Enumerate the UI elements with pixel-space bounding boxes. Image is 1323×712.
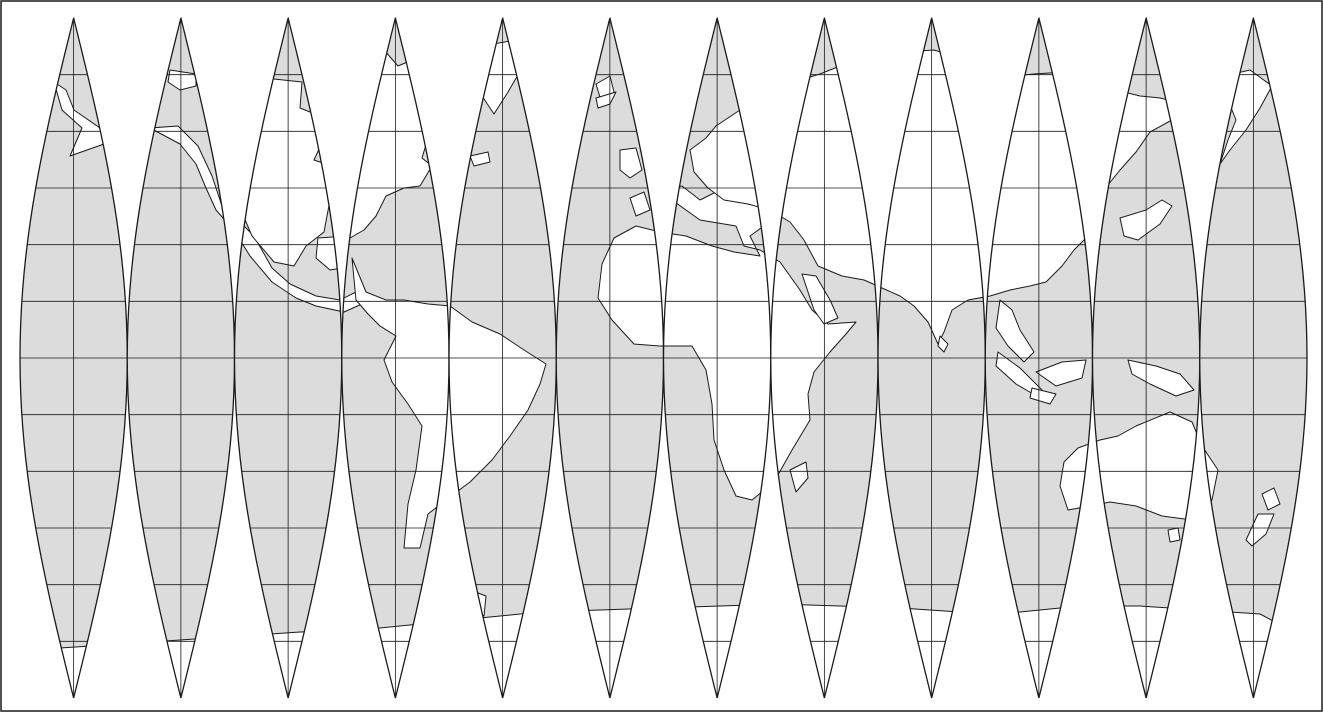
gore-outline [1199, 17, 1308, 699]
land-mass [663, 185, 771, 501]
land-mass [770, 603, 878, 698]
gore-outline [770, 17, 879, 699]
gore-outline [555, 17, 665, 699]
land-mass [629, 191, 651, 217]
gore-outline [341, 17, 450, 699]
land-mass [995, 299, 1035, 363]
land-mass [937, 335, 949, 353]
gore-outline [1091, 17, 1201, 699]
land-mass [1035, 359, 1087, 387]
land-mass [878, 49, 986, 345]
land-mass [985, 49, 1093, 345]
gore-outline [233, 17, 343, 699]
gore-outline [126, 17, 236, 699]
land-mass [1167, 527, 1181, 543]
land-mass [351, 257, 449, 549]
land-mass [789, 461, 809, 493]
gore-outline [984, 17, 1094, 699]
land-mass [801, 273, 839, 325]
land-mass [1127, 359, 1195, 397]
land-mass [770, 185, 857, 501]
gore-outline [448, 17, 557, 699]
gore-outline [19, 17, 128, 699]
land-mass [469, 151, 491, 167]
gore-outline [877, 17, 986, 699]
land-mass [1261, 487, 1281, 511]
land-mass [1029, 387, 1057, 405]
land-mass [619, 147, 643, 179]
land-mass [1059, 411, 1093, 521]
land-mass [1092, 49, 1177, 345]
gore-outline [662, 17, 772, 699]
